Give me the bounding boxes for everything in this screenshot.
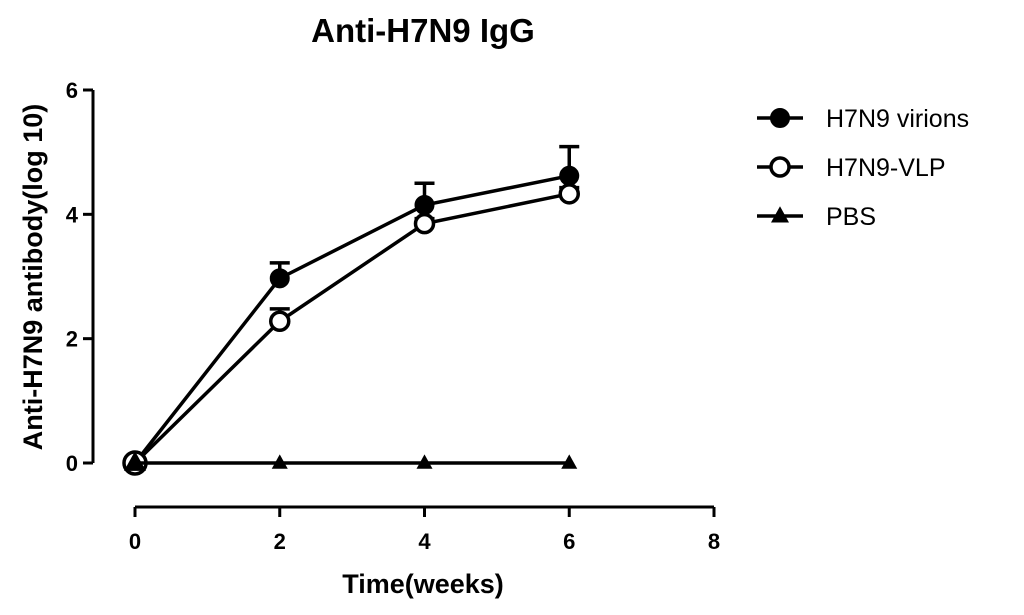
legend: H7N9 virions H7N9-VLP PBS xyxy=(757,105,969,231)
data-point xyxy=(271,454,288,469)
series-3 xyxy=(124,451,578,471)
data-point xyxy=(416,454,433,469)
legend-label: H7N9-VLP xyxy=(826,154,946,182)
y-tick-label: 4 xyxy=(66,202,79,227)
x-tick-label: 6 xyxy=(563,529,575,554)
series-2 xyxy=(122,183,580,476)
legend-marker xyxy=(769,156,791,178)
data-point xyxy=(124,451,146,471)
x-tick-label: 2 xyxy=(274,529,286,554)
x-axis-label: Time(weeks) xyxy=(342,569,504,599)
y-tick-label: 0 xyxy=(66,451,78,476)
x-tick-label: 0 xyxy=(129,529,141,554)
y-tick-label: 6 xyxy=(66,78,78,103)
x-tick-label: 8 xyxy=(708,529,720,554)
series-1 xyxy=(123,144,580,475)
data-point xyxy=(413,212,436,235)
legend-label: PBS xyxy=(826,203,876,231)
legend-item: PBS xyxy=(757,203,876,231)
data-point xyxy=(414,195,435,216)
legend-marker xyxy=(770,108,790,128)
series-line xyxy=(133,174,570,465)
data-point xyxy=(269,268,290,289)
legend-marker xyxy=(771,206,789,223)
data-point xyxy=(269,310,291,333)
y-tick-label: 2 xyxy=(66,327,78,352)
data-point xyxy=(558,183,580,205)
legend-item: H7N9-VLP xyxy=(757,154,946,182)
axes: 0 2 4 6 0 2 4 6 8 xyxy=(66,78,720,554)
y-axis-label: Anti-H7N9 antibody(log 10) xyxy=(18,104,48,451)
chart-title: Anti-H7N9 IgG xyxy=(311,12,535,49)
x-tick-label: 4 xyxy=(418,529,431,554)
legend-label: H7N9 virions xyxy=(826,105,969,133)
series-layer xyxy=(122,144,580,476)
data-point xyxy=(561,454,578,469)
data-point xyxy=(559,165,580,186)
series-line xyxy=(133,192,570,465)
legend-item: H7N9 virions xyxy=(757,105,969,133)
